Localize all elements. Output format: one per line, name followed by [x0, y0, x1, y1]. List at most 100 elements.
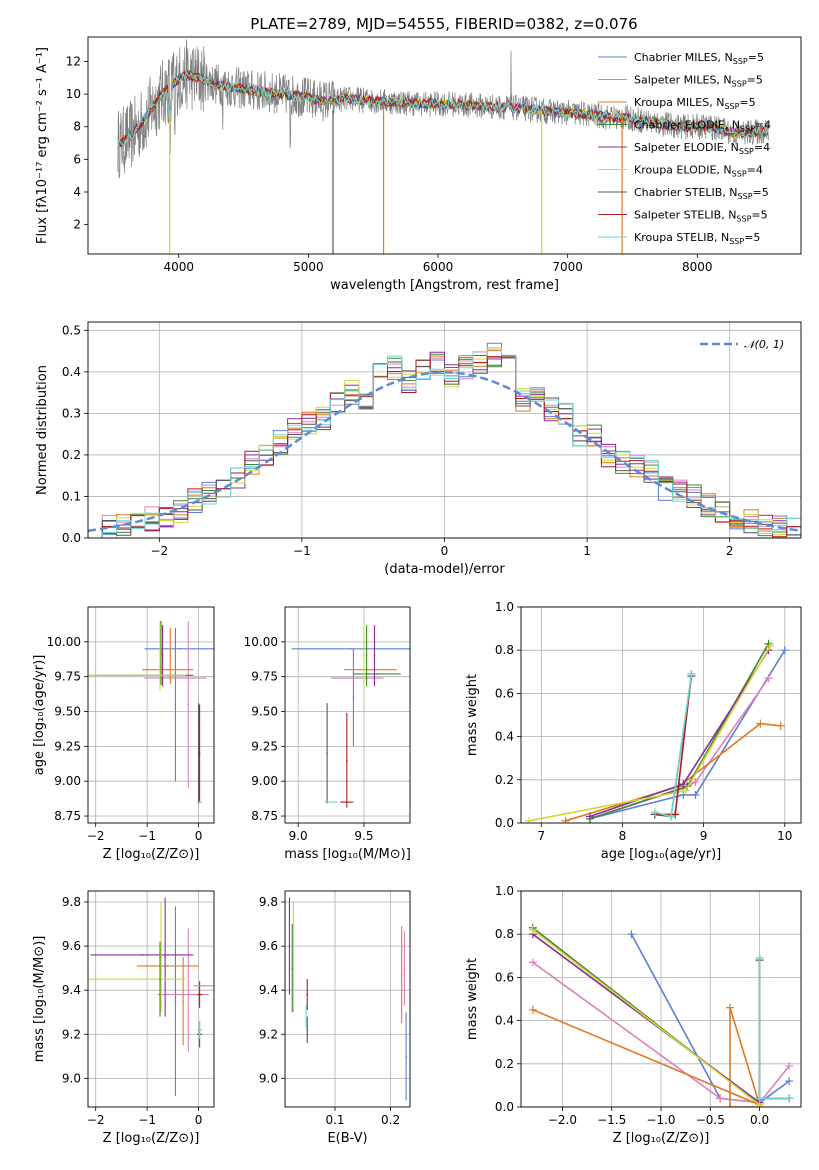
- weight-marker-8-2: [785, 1094, 794, 1103]
- y-tick-label: 8.75: [251, 809, 278, 823]
- legend-entry: 𝒩(0, 1): [744, 338, 784, 351]
- x-tick-label: 9: [700, 829, 708, 843]
- data-point-8: [160, 956, 162, 958]
- model-spectrum-chabrier-stelib: [117, 69, 769, 149]
- y-tick-label: 0.8: [495, 927, 514, 941]
- y-tick-label: 0.6: [495, 970, 514, 984]
- data-point-1: [292, 956, 295, 958]
- data-point-7: [363, 654, 365, 657]
- y-tick-label: 9.8: [62, 895, 81, 909]
- weight-marker-8-1: [755, 1094, 764, 1103]
- plot-area-mass-vs-z: [88, 897, 214, 1096]
- x-axis-label: age [log₁₀(age/yr)]: [601, 847, 722, 862]
- data-point-0: [174, 1000, 177, 1003]
- data-point-7: [403, 967, 406, 969]
- chart-mass-vs-z: −2 −1 0 9.0 9.2 9.4 9.6 9.8 Z [log₁₀(Z/Z⊙)] mass …: [32, 890, 215, 1146]
- legend-entry: Kroupa ELODIE, NSSP=4: [634, 164, 763, 179]
- axes-frame: [520, 606, 802, 824]
- weight-marker-1-0: [528, 958, 537, 967]
- data-point-4: [182, 1000, 184, 1003]
- weight-line-salpeter-miles: [532, 961, 790, 1104]
- data-point-13: [198, 801, 201, 803]
- weight-marker-8-0: [650, 808, 659, 817]
- data-point-11: [330, 801, 332, 803]
- y-tick-label: 0.4: [495, 730, 514, 744]
- axes-frame: [284, 606, 411, 824]
- data-point-4: [166, 668, 169, 671]
- data-point-5: [169, 654, 172, 657]
- x-tick-label: 8000: [682, 260, 713, 274]
- legend-entry: Chabrier STELIB, NSSP=5: [634, 186, 769, 201]
- y-tick-label: 9.0: [62, 1071, 81, 1085]
- data-point-6: [164, 956, 166, 958]
- axes-frame: [87, 606, 215, 824]
- y-tick-label: 0.3: [62, 406, 81, 420]
- weight-line-kroupa-elodie: [532, 929, 761, 1106]
- x-tick-label: 9.5: [354, 829, 373, 843]
- weight-marker-2-0: [528, 1005, 537, 1014]
- x-tick-label: 0.1: [325, 1113, 344, 1127]
- y-tick-label: 10.00: [244, 635, 278, 649]
- data-point-0: [288, 945, 291, 947]
- weight-marker-2-3: [776, 721, 785, 730]
- weight-marker-0-3: [785, 1077, 794, 1086]
- data-point-3: [166, 965, 169, 967]
- data-point-1: [352, 696, 355, 699]
- y-tick-label: 9.2: [259, 1027, 278, 1041]
- weight-line-salpeter-stelib: [758, 958, 790, 1100]
- x-tick-label: 0.2: [381, 1113, 400, 1127]
- data-point-0: [179, 648, 182, 650]
- residual-histogram-salpeter-elodie: [88, 351, 801, 538]
- x-tick-label: −1.0: [646, 1113, 675, 1127]
- weight-line-salpeter-elodie: [532, 933, 761, 1104]
- chart-mass-vs-ebv: 0.1 0.2 9.0 9.2 9.4 9.6 9.8 E(B-V): [259, 890, 411, 1146]
- data-point-7: [136, 978, 138, 980]
- x-tick-label: −1: [138, 1113, 156, 1127]
- x-tick-label: 10: [777, 829, 792, 843]
- x-tick-label: 2: [726, 544, 734, 558]
- data-point-12: [198, 752, 201, 755]
- chart-weight-vs-age: 7 8 9 10 0.0 0.2 0.4 0.6 0.8 1.0 age [log₁₀(age/yr…: [465, 600, 802, 862]
- weight-marker-1-1: [716, 1094, 725, 1103]
- weight-marker-8-0: [755, 953, 764, 962]
- x-tick-label: −2.0: [548, 1113, 577, 1127]
- x-tick-label: −2: [87, 829, 105, 843]
- x-axis-label: E(B-V): [327, 1131, 367, 1146]
- data-point-3: [174, 677, 177, 679]
- y-tick-label: 0.2: [495, 1057, 514, 1071]
- y-tick-label: 9.25: [251, 739, 278, 753]
- weight-marker-0-3: [780, 646, 789, 655]
- data-point-0: [349, 648, 352, 650]
- axes-frame: [284, 890, 411, 1108]
- y-tick-label: 9.6: [259, 939, 278, 953]
- weight-marker-2-3: [726, 1103, 735, 1107]
- x-tick-label: −2: [87, 1113, 105, 1127]
- plot-area-spectrum: [117, 39, 769, 254]
- legend-entry: Salpeter MILES, NSSP=5: [634, 74, 763, 89]
- y-tick-label: 9.2: [62, 1027, 81, 1041]
- model-spectrum-kroupa-stelib: [117, 70, 769, 148]
- y-axis-label: mass weight: [465, 674, 480, 756]
- axes-frame: [87, 890, 215, 1108]
- legend-entry: Salpeter ELODIE, NSSP=4: [634, 141, 770, 156]
- plot-area-mass-vs-ebv: [288, 897, 407, 1101]
- data-point-3: [369, 668, 372, 671]
- x-axis-label: Z [log₁₀(Z/Z⊙)]: [103, 1131, 200, 1146]
- residual-histogram-kroupa-stelib: [88, 347, 801, 538]
- axes-frame: [87, 321, 802, 539]
- x-axis-label: Z [log₁₀(Z/Z⊙)]: [613, 1131, 710, 1146]
- plot-area-residuals: [88, 342, 801, 538]
- y-tick-label: 0.1: [62, 489, 81, 503]
- y-tick-label: 2: [73, 218, 81, 232]
- data-point-12: [198, 1029, 201, 1031]
- x-tick-label: −1: [293, 544, 311, 558]
- y-tick-label: 1.0: [495, 600, 514, 614]
- x-tick-label: −0.5: [696, 1113, 725, 1127]
- y-tick-label: 4: [73, 185, 81, 199]
- weight-line-chabrier-stelib: [758, 960, 790, 1100]
- chart-age-vs-mass: 9.0 9.5 8.75 9.00 9.25 9.50 9.75 10.00 mass [log…: [244, 606, 411, 862]
- x-tick-label: 1: [583, 544, 591, 558]
- legend-entry: Chabrier ELODIE, NSSP=4: [634, 119, 771, 134]
